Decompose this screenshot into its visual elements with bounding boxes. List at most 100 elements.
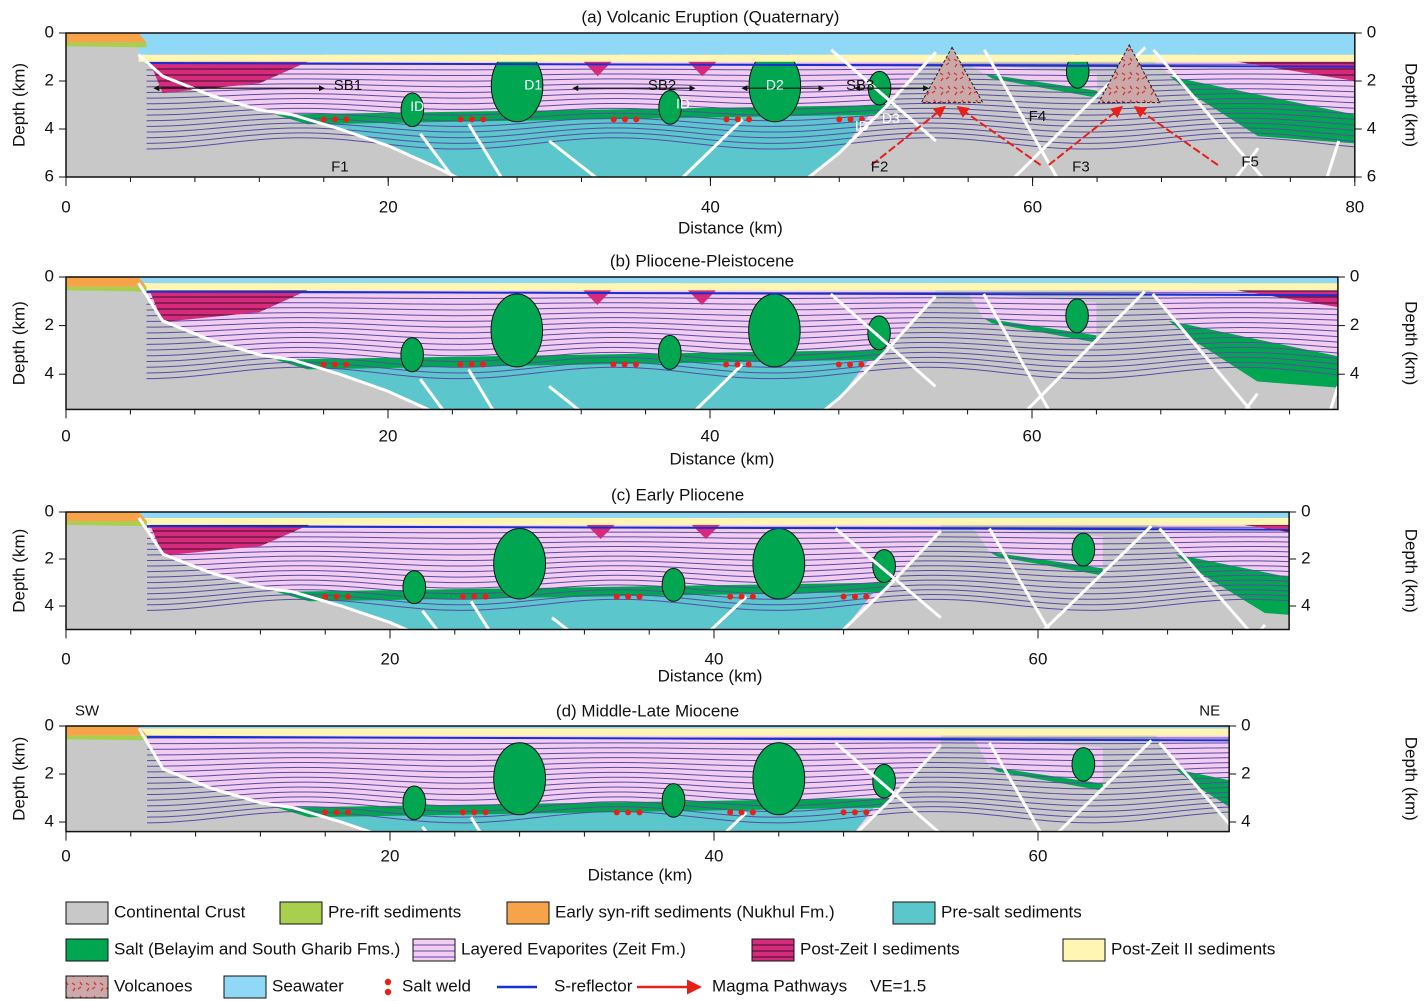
x-tick-label: 20: [381, 649, 400, 668]
y2-tick-label: 2: [1241, 763, 1250, 782]
salt-diapir: [753, 528, 805, 599]
figure: 00224466020406080(a) Volcanic Eruption (…: [0, 0, 1428, 1001]
legend-label: Early syn-rift sediments (Nukhul Fm.): [555, 902, 835, 921]
salt-weld: [622, 361, 628, 367]
early-syn-rift: [66, 33, 147, 43]
annotation: F4: [1029, 108, 1047, 125]
salt-pillow: [1066, 299, 1089, 333]
y2-tick-label: 6: [1367, 166, 1376, 185]
y-tick-label: 0: [45, 501, 54, 520]
seawater: [139, 512, 1289, 518]
salt-diapir: [749, 294, 801, 367]
legend-swatch: [66, 902, 108, 924]
annotation: SB2: [648, 77, 676, 94]
salt-weld: [852, 809, 858, 815]
legend-label: Layered Evaporites (Zeit Fm.): [461, 939, 686, 958]
x-tick-label: 40: [701, 426, 720, 445]
salt-weld: [848, 116, 854, 122]
salt-weld: [334, 809, 340, 815]
legend-swatch: [66, 976, 108, 998]
y2-axis-label: Depth (km): [1402, 529, 1421, 613]
salt-pillow: [662, 784, 685, 818]
salt-weld: [636, 594, 642, 600]
salt-weld: [343, 116, 349, 122]
y2-tick-label: 0: [1301, 501, 1310, 520]
y2-tick-label: 2: [1350, 315, 1359, 334]
x-tick-label: 0: [61, 846, 70, 865]
legend-swatch: [413, 939, 455, 961]
salt-weld: [614, 594, 620, 600]
cross-section: [66, 512, 1362, 667]
y-tick-label: 4: [45, 811, 54, 830]
panel-title: (d) Middle-Late Miocene: [556, 701, 739, 720]
salt-weld: [321, 116, 327, 122]
y-tick-label: 0: [45, 715, 54, 734]
x-tick-label: 0: [61, 649, 70, 668]
y-tick-label: 4: [45, 364, 54, 383]
x-tick-label: 0: [61, 426, 70, 445]
y2-tick-label: 2: [1367, 70, 1376, 89]
post-zeit-ii: [138, 283, 1337, 290]
x-tick-label: 60: [1023, 197, 1042, 216]
salt-weld: [727, 809, 733, 815]
y2-tick-label: 2: [1301, 548, 1310, 567]
salt-weld: [622, 116, 628, 122]
ve-note: VE=1.5: [870, 976, 926, 995]
y2-tick-label: 4: [1350, 364, 1359, 383]
legend-label: S-reflector: [554, 976, 633, 995]
salt-pillow: [1072, 533, 1095, 566]
salt-weld: [457, 361, 463, 367]
post-zeit-ii: [138, 55, 1354, 62]
legend-swatch: [385, 989, 391, 995]
salt-weld: [460, 809, 466, 815]
post-zeit-ii: [139, 518, 1289, 525]
panel-title: (c) Early Pliocene: [611, 485, 744, 504]
y2-tick-label: 4: [1367, 118, 1376, 137]
salt-weld: [727, 594, 733, 600]
salt-pillow: [403, 786, 426, 820]
y-axis-label: Depth (km): [9, 737, 28, 821]
y-tick-label: 2: [45, 315, 54, 334]
salt-weld: [332, 116, 338, 122]
x-tick-label: 60: [1029, 649, 1048, 668]
annotation: ID: [855, 117, 869, 133]
annotation: D1: [524, 77, 542, 93]
salt-weld: [750, 809, 756, 815]
post-zeit-ii: [139, 728, 1229, 735]
salt-weld: [471, 594, 477, 600]
salt-weld: [735, 116, 741, 122]
legend-swatch: [280, 902, 322, 924]
legend-label: Seawater: [272, 976, 344, 995]
legend-swatch: [893, 902, 935, 924]
panel: 0022440204060(d) Middle-Late MioceneDist…: [9, 701, 1420, 884]
annotation: F1: [331, 158, 349, 175]
salt-weld: [483, 809, 489, 815]
salt-weld: [723, 361, 729, 367]
salt-weld: [746, 116, 752, 122]
annotation: ID: [676, 96, 690, 112]
y2-axis-label: Depth (km): [1402, 63, 1421, 147]
annotation: ID: [410, 98, 424, 114]
y2-tick-label: 4: [1241, 811, 1250, 830]
salt-weld: [469, 361, 475, 367]
y2-axis-label: Depth (km): [1402, 737, 1421, 821]
panel-title: (a) Volcanic Eruption (Quaternary): [581, 7, 839, 26]
salt-pillow: [403, 571, 426, 604]
salt-diapir: [494, 528, 546, 599]
early-syn-rift: [66, 512, 147, 521]
salt-weld: [746, 361, 752, 367]
annotation: D2: [766, 77, 784, 93]
legend-swatch: [224, 976, 266, 998]
x-tick-label: 0: [61, 197, 70, 216]
salt-weld: [460, 594, 466, 600]
legend-label: Pre-salt sediments: [941, 902, 1082, 921]
x-tick-label: 20: [379, 197, 398, 216]
salt-diapir: [753, 743, 805, 815]
legend-label: Continental Crust: [114, 902, 246, 921]
annotation: SW: [75, 703, 100, 720]
y-tick-label: 2: [45, 763, 54, 782]
salt-weld: [858, 361, 864, 367]
x-tick-label: 60: [1023, 426, 1042, 445]
x-axis-label: Distance (km): [658, 666, 763, 685]
salt-weld: [633, 116, 639, 122]
